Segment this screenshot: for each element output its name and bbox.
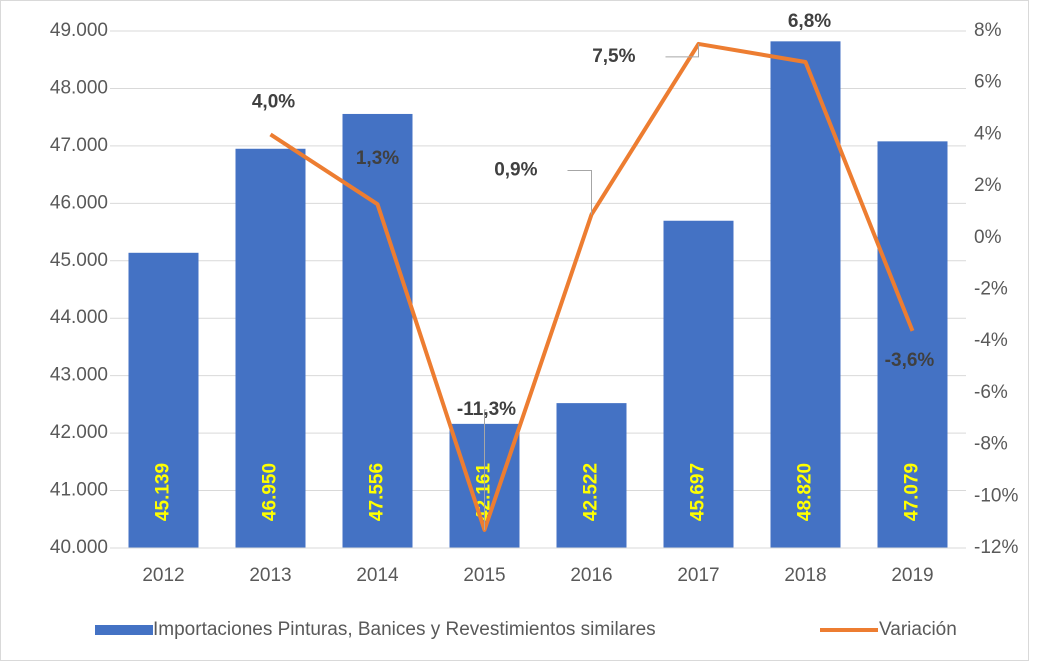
line-value-label: 7,5% [592,46,635,67]
x-tick-label: 2019 [891,565,933,586]
y-tick-label: 40.000 [50,537,108,558]
bar [128,252,199,548]
line-value-label: 6,8% [788,11,831,32]
y-tick-label: 47.000 [50,135,108,156]
leader-line [665,43,699,58]
y-tick-label: 43.000 [50,365,108,386]
y-tick-label: 46.000 [50,192,108,213]
bar [556,403,627,548]
y2-tick-label: -4% [974,330,1008,351]
x-tick-label: 2012 [142,565,184,586]
y2-tick-label: 4% [974,123,1002,144]
y2-tick-label: 2% [974,175,1002,196]
x-tick-label: 2017 [677,565,719,586]
line-value-label: -3,6% [885,350,935,371]
bar-value-label: 46.950 [260,463,281,521]
y2-tick-label: -8% [974,434,1008,455]
line-value-label: 0,9% [494,160,537,181]
y2-tick-label: 8% [974,20,1002,41]
line-value-label: 1,3% [356,148,399,169]
x-tick-label: 2013 [249,565,291,586]
y-tick-label: 44.000 [50,307,108,328]
y2-tick-label: 0% [974,227,1002,248]
bar-value-label: 47.556 [367,463,388,521]
bar-value-label: 45.139 [153,463,174,521]
y2-tick-label: 6% [974,72,1002,93]
bar-value-label: 45.697 [688,463,709,521]
x-tick-label: 2015 [463,565,505,586]
x-tick-label: 2014 [356,565,399,586]
legend-swatch [95,625,153,635]
y-tick-label: 41.000 [50,480,108,501]
bar-value-label: 42.522 [581,463,602,521]
y2-tick-label: -6% [974,382,1008,403]
bar [663,220,734,548]
line-value-label: 4,0% [252,91,295,112]
y-tick-label: 48.000 [50,77,108,98]
bar [342,113,413,549]
y2-tick-label: -10% [974,485,1018,506]
y-tick-label: 45.000 [50,250,108,271]
bar-value-label: 47.079 [902,463,923,521]
bar-value-label: 48.820 [795,463,816,521]
leader-line [484,409,487,530]
leader-line [567,170,592,215]
y-tick-label: 42.000 [50,422,108,443]
line-value-label: -11,3% [457,399,516,420]
x-tick-label: 2016 [570,565,612,586]
y-tick-label: 49.000 [50,20,108,41]
legend-label: Importaciones Pinturas, Banices y Revest… [153,619,656,640]
y2-tick-label: -2% [974,279,1008,300]
bar [235,148,306,548]
y2-tick-label: -12% [974,537,1018,558]
x-tick-label: 2018 [784,565,826,586]
bar [877,141,948,549]
legend-label: Variación [879,619,957,640]
